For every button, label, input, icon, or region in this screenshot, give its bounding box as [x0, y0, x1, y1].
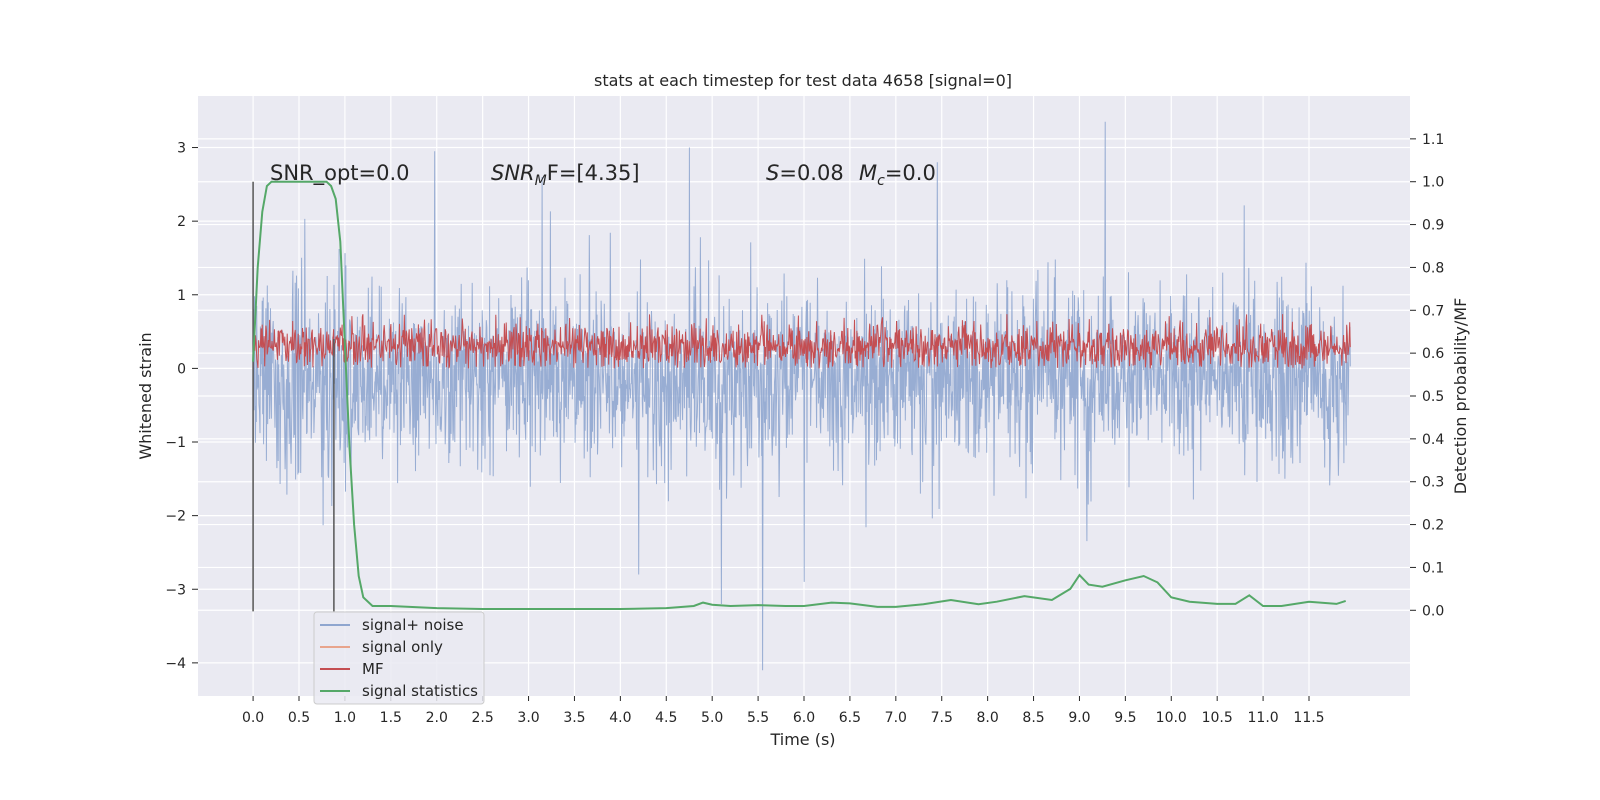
y2-tick-label: 0.1	[1422, 560, 1444, 576]
x-tick-label: 5.0	[701, 710, 723, 726]
x-tick-label: 7.5	[931, 710, 953, 726]
mf-line	[252, 314, 1351, 369]
legend-label-signal-only: signal only	[362, 638, 443, 656]
legend-box	[313, 611, 485, 705]
y-tick-label: 1	[177, 288, 186, 304]
x-tick-label: 10.5	[1202, 710, 1233, 726]
y2-tick-label: 0.9	[1422, 218, 1444, 234]
y2-tick-label: 0.8	[1422, 260, 1444, 276]
legend: signal+ noise signal only MF signal stat…	[313, 611, 485, 705]
legend-label-signal-noise: signal+ noise	[362, 616, 464, 634]
x-axis-label: Time (s)	[769, 730, 835, 749]
x-tick-label: 7.0	[885, 710, 907, 726]
noise-series	[252, 121, 1351, 671]
y-tick-label: 3	[177, 141, 186, 157]
chart-title: stats at each timestep for test data 465…	[594, 71, 1012, 90]
y2-tick-label: 0.4	[1422, 432, 1444, 448]
y-axis-label: Whitened strain	[136, 332, 155, 459]
y-tick-label: −2	[165, 509, 186, 525]
x-tick-label: 0.0	[242, 710, 264, 726]
x-tick-label: 3.5	[563, 710, 585, 726]
y2-tick-label: 0.7	[1422, 303, 1444, 319]
y2-axis-label: Detection probability/MF	[1451, 298, 1470, 495]
annotation-snr-opt: SNR_opt=0.0	[270, 161, 410, 186]
mf-series	[252, 314, 1351, 369]
annotation-mc-value: =0.0	[885, 161, 936, 185]
signal-statistics-series	[252, 180, 1347, 610]
vertical-lines	[252, 181, 335, 612]
annotation-s-value: =0.08	[779, 161, 843, 185]
x-tick-label: 8.5	[1022, 710, 1044, 726]
annotation-mc-sub: c	[877, 173, 885, 189]
annotation-snr-mf-rest: F=[4.35]	[547, 161, 640, 185]
x-tick-labels: 0.0 0.5 1.0 1.5 2.0 2.5 3.0 3.5 4.0 4.5 5.0 5.5 6.0 6…	[242, 696, 1325, 726]
y2-tick-label: 0.6	[1422, 346, 1444, 362]
x-tick-label: 8.0	[977, 710, 999, 726]
y2-tick-label: 0.5	[1422, 389, 1444, 405]
y2-tick-label: 0.3	[1422, 475, 1444, 491]
x-tick-label: 6.5	[839, 710, 861, 726]
x-tick-label: 2.5	[472, 710, 494, 726]
x-tick-label: 11.0	[1248, 710, 1279, 726]
x-tick-label: 10.0	[1156, 710, 1187, 726]
y2-tick-labels: 1.1 1.0 0.9 0.8 0.7 0.6 0.5 0.4 0.3 0.2 0.1 0.0	[1410, 132, 1444, 619]
x-tick-label: 1.5	[380, 710, 402, 726]
x-tick-label: 0.5	[288, 710, 310, 726]
y2-tick-label: 0.0	[1422, 603, 1444, 619]
x-tick-label: 6.0	[793, 710, 815, 726]
x-tick-label: 4.0	[609, 710, 631, 726]
annotation-s-label: S	[766, 161, 779, 185]
y2-tick-label: 0.2	[1422, 518, 1444, 534]
annotation-snr-mf-base: SNR	[491, 161, 535, 185]
annotation-s: S=0.08	[766, 161, 844, 185]
x-tick-label: 4.5	[655, 710, 677, 726]
annotation-snr-mf: SNRMF=[4.35]	[491, 161, 640, 189]
y-tick-label: −4	[165, 656, 186, 672]
annotation-mc: Mc=0.0	[859, 161, 936, 189]
y-tick-label: −1	[165, 435, 186, 451]
annotation-snr-mf-sub: M	[535, 173, 547, 189]
y-tick-label: 0	[177, 361, 186, 377]
x-tick-label: 3.0	[517, 710, 539, 726]
signal-statistics-line	[252, 180, 1347, 610]
x-tick-label: 1.0	[334, 710, 356, 726]
x-tick-label: 9.5	[1114, 710, 1136, 726]
legend-label-signal-statistics: signal statistics	[362, 682, 478, 700]
x-tick-label: 9.0	[1068, 710, 1090, 726]
y-tick-label: 2	[177, 214, 186, 230]
y2-tick-label: 1.0	[1422, 175, 1444, 191]
annotation-mc-label: M	[859, 161, 877, 185]
x-tick-label: 2.0	[426, 710, 448, 726]
x-tick-label: 11.5	[1293, 710, 1324, 726]
y-tick-labels: 3 2 1 0 −1 −2 −3 −4	[165, 141, 198, 672]
y2-tick-label: 1.1	[1422, 132, 1444, 148]
x-tick-label: 5.5	[747, 710, 769, 726]
noise-line	[252, 121, 1351, 671]
y-tick-label: −3	[165, 582, 186, 598]
legend-label-mf: MF	[362, 660, 384, 678]
